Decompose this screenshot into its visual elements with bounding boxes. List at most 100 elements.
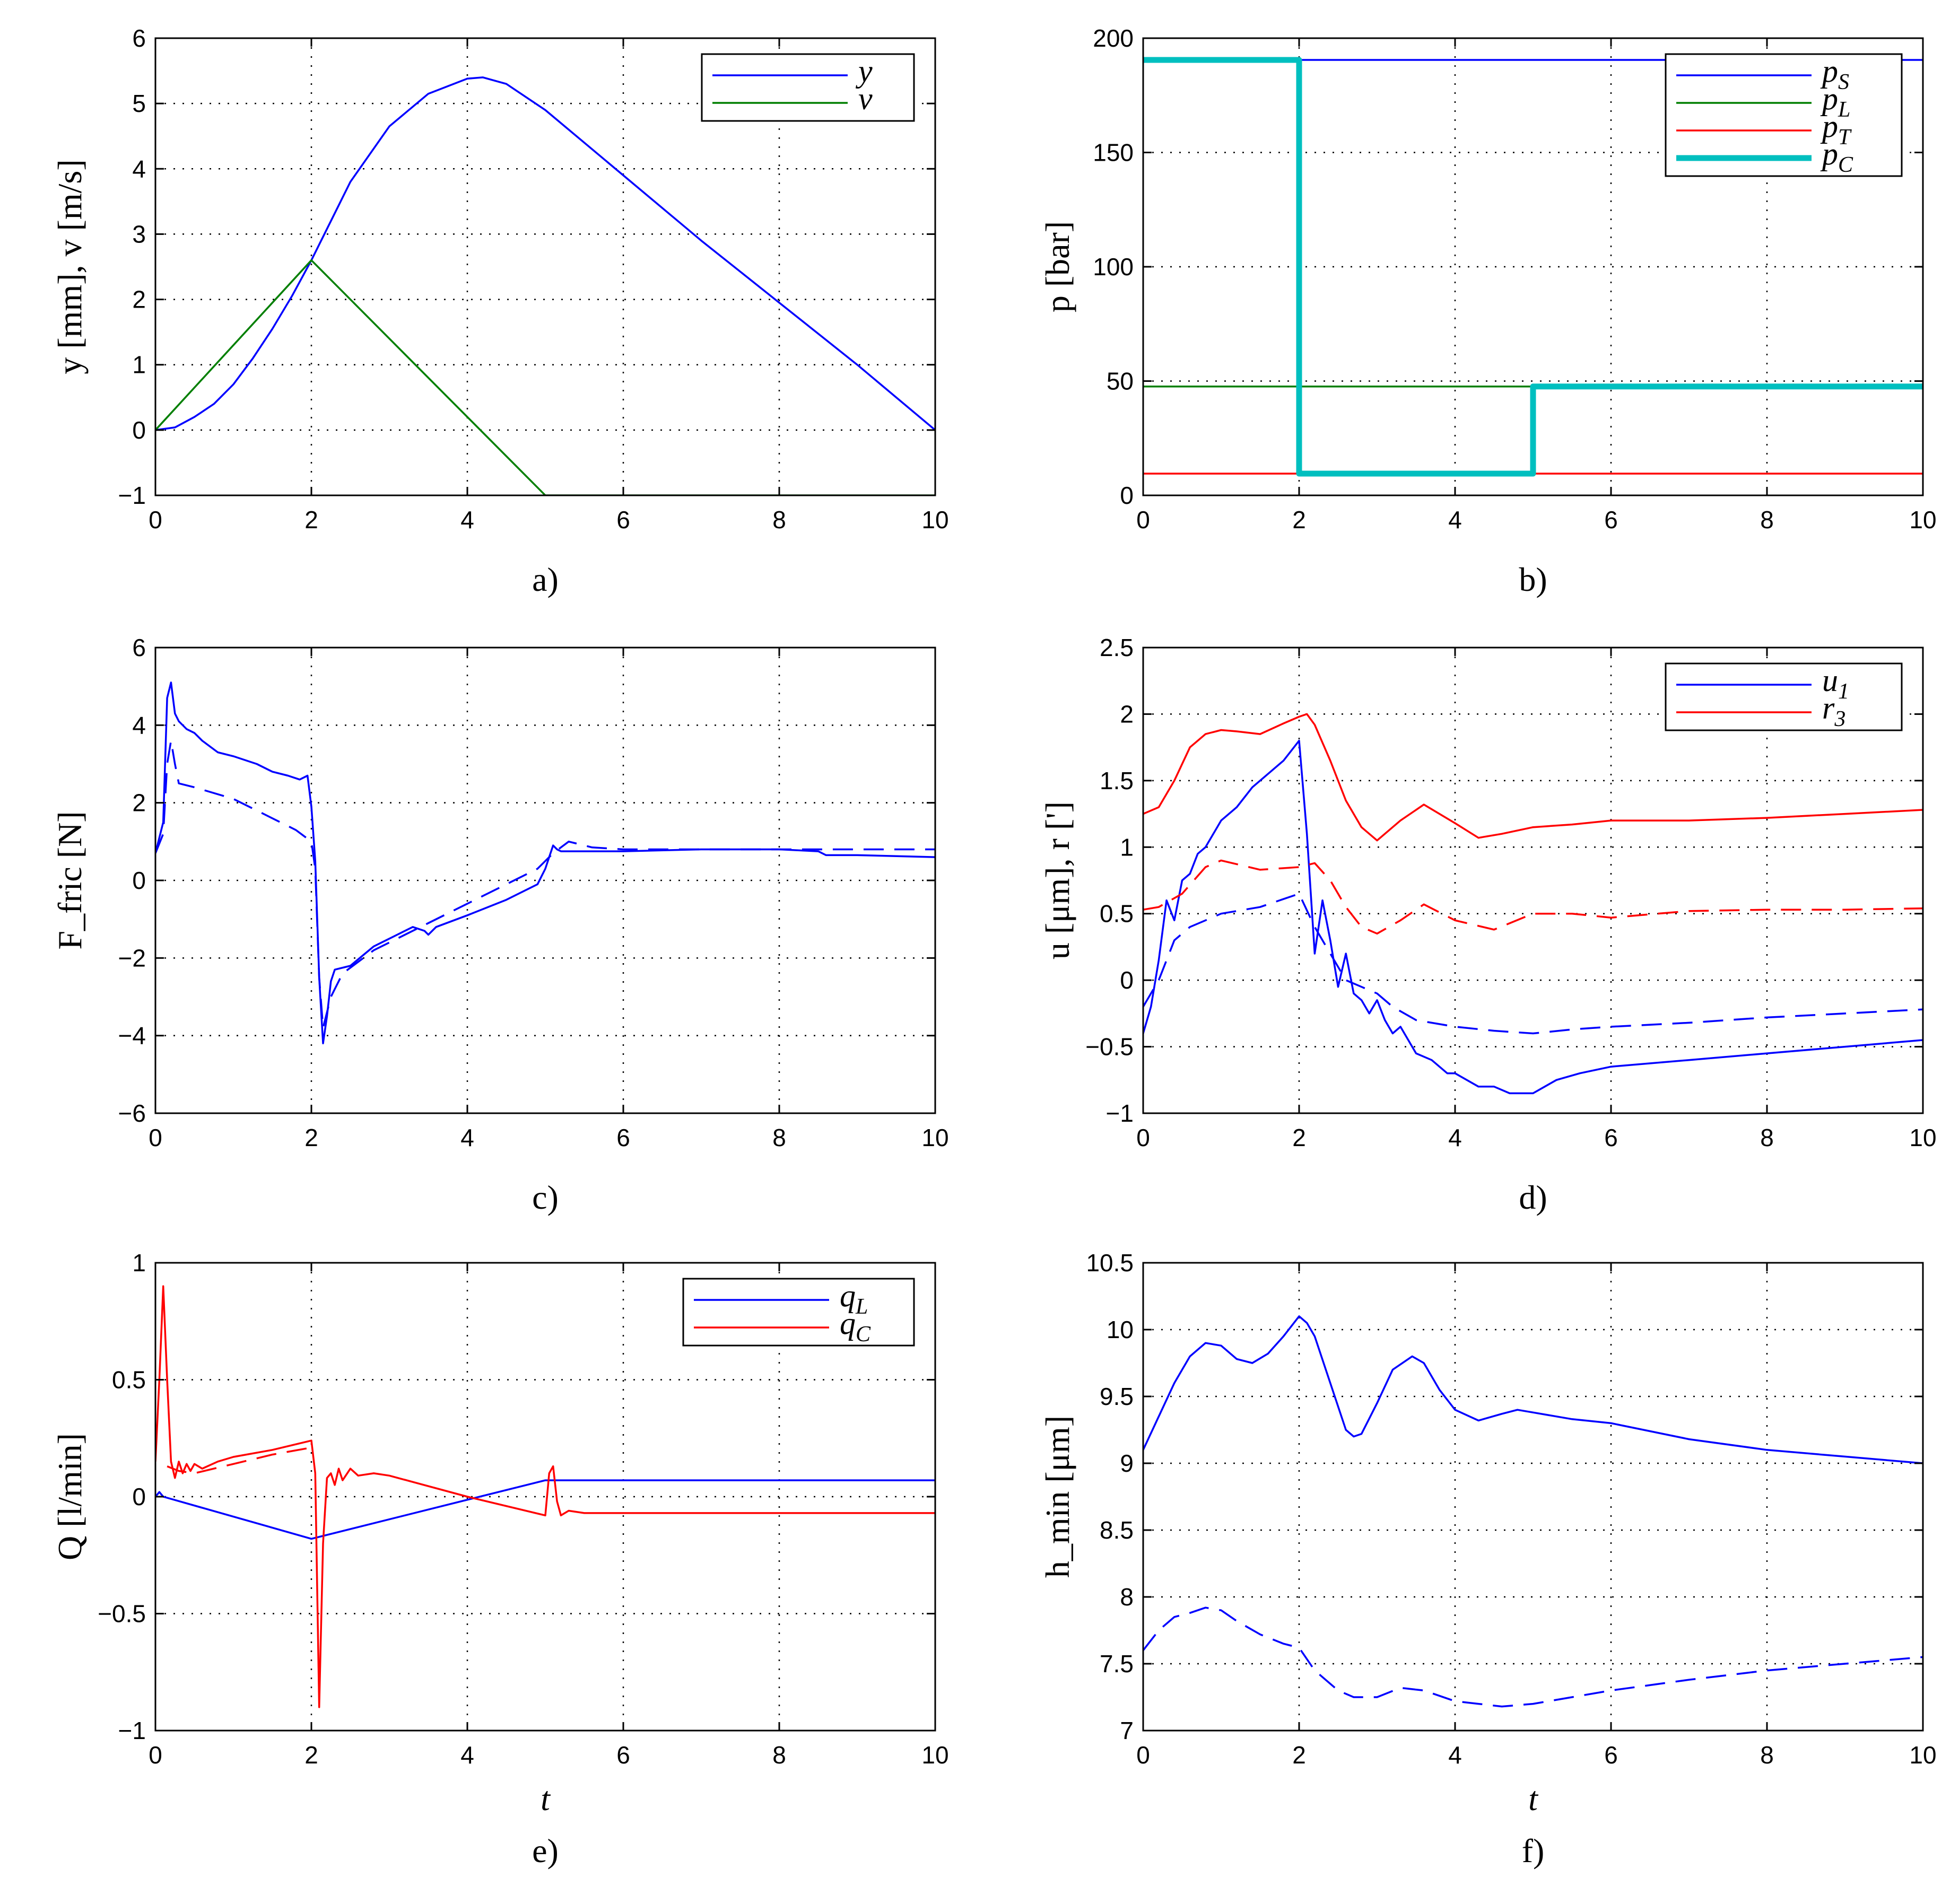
x-tick-label: 4 <box>1448 1741 1462 1769</box>
x-tick-label: 4 <box>1448 1124 1462 1151</box>
axes-frame <box>1142 647 1924 1114</box>
x-axis-label: t <box>541 1780 551 1818</box>
y-tick-label: −0.5 <box>98 1600 146 1628</box>
panel-caption: f) <box>1522 1832 1545 1870</box>
y-tick-label: 9.5 <box>1100 1383 1134 1410</box>
legend-box <box>701 53 915 122</box>
panel-caption: e) <box>532 1832 559 1870</box>
x-tick-label: 8 <box>772 1124 786 1151</box>
x-tick-label: 4 <box>460 1124 474 1151</box>
axes-frame <box>154 37 936 496</box>
x-tick-label: 2 <box>1292 1124 1306 1151</box>
y-tick-label: −1 <box>118 482 146 509</box>
y-tick-label: 0 <box>132 867 146 894</box>
y-axis-label: F_fric [N] <box>51 811 89 949</box>
x-tick-label: 10 <box>1909 506 1936 534</box>
y-tick-label: 1 <box>132 1249 146 1277</box>
series-line-e-2 <box>155 1285 935 1708</box>
y-tick-label: 7.5 <box>1100 1650 1134 1678</box>
plot-area <box>1143 1263 1923 1731</box>
series-line-b-4 <box>1143 57 1923 477</box>
legend-label: r3 <box>1822 691 1845 731</box>
x-tick-label: 0 <box>149 506 162 534</box>
y-tick-label: 0 <box>1120 482 1134 509</box>
x-tick-label: 0 <box>1136 1124 1150 1151</box>
chart-panel-d: 0 2 4 6 8 10 −1 −0.5 0 0.5 1 1.5 2 2.5 u [μm], r ['] d)… <box>1039 634 1937 1216</box>
y-tick-label: −4 <box>118 1022 146 1050</box>
x-tick-label: 0 <box>1136 1741 1150 1769</box>
panel-caption: b) <box>1519 561 1547 598</box>
series-line-f-1 <box>1143 1315 1923 1464</box>
y-tick-label: 5 <box>132 90 146 117</box>
y-tick-label: −6 <box>118 1099 146 1127</box>
y-tick-label: 0 <box>132 1483 146 1510</box>
x-tick-label: 2 <box>304 1124 318 1151</box>
y-tick-label: 50 <box>1107 368 1134 395</box>
y-tick-label: 8.5 <box>1100 1516 1134 1544</box>
x-tick-label: 6 <box>616 1124 630 1151</box>
legend-label: pL <box>1820 81 1850 122</box>
x-tick-label: 8 <box>772 506 786 534</box>
legend-label: pS <box>1820 54 1849 94</box>
plot-area <box>155 648 935 1113</box>
y-tick-label: 4 <box>132 155 146 182</box>
legend-label: qC <box>840 1306 871 1347</box>
y-tick-label: 2 <box>132 789 146 817</box>
x-tick-label: 8 <box>1760 1124 1774 1151</box>
x-tick-label: 0 <box>149 1124 162 1151</box>
x-tick-label: 8 <box>1760 1741 1774 1769</box>
y-axis-label: u [μm], r ['] <box>1039 801 1076 959</box>
y-axis-label: h_min [μm] <box>1039 1416 1076 1578</box>
y-tick-label: 0 <box>132 416 146 444</box>
y-tick-label: 7 <box>1120 1717 1134 1744</box>
series-line-a-2 <box>155 259 935 495</box>
legend-label: qL <box>840 1278 868 1319</box>
y-tick-label: 1 <box>1120 833 1134 861</box>
series-line-d-2 <box>1143 713 1923 842</box>
y-tick-label: 1 <box>132 351 146 379</box>
legend-box <box>682 1278 915 1347</box>
x-axis-label: t <box>1528 1780 1539 1818</box>
chart-panel-f: 0 2 4 6 8 10 7 7.5 8 8.5 9 9.5 10 10.5 h_min [μm] t f) <box>1039 1249 1937 1870</box>
x-tick-label: 2 <box>304 506 318 534</box>
series-line-d-4 <box>1143 859 1923 935</box>
legend: yv <box>701 53 915 122</box>
series-line-d-3 <box>1143 893 1923 1035</box>
series-line-c-1 <box>155 682 935 1045</box>
y-tick-label: −1 <box>1106 1099 1134 1127</box>
y-tick-label: 4 <box>132 711 146 739</box>
y-tick-label: −0.5 <box>1085 1033 1134 1061</box>
y-axis-label: y [mm], v [m/s] <box>51 159 89 374</box>
x-tick-label: 0 <box>1136 506 1150 534</box>
y-tick-label: 2.5 <box>1100 634 1134 661</box>
y-tick-label: 3 <box>132 220 146 248</box>
y-tick-label: 0.5 <box>1100 900 1134 928</box>
series-line-d-1 <box>1143 739 1923 1095</box>
y-tick-label: 2 <box>132 286 146 313</box>
x-tick-label: 8 <box>772 1741 786 1769</box>
y-tick-label: 6 <box>132 24 146 52</box>
panel-caption: a) <box>532 561 559 598</box>
legend-label: y <box>855 54 873 89</box>
y-tick-label: 10.5 <box>1086 1249 1134 1277</box>
x-tick-label: 8 <box>1760 506 1774 534</box>
x-tick-label: 4 <box>460 1741 474 1769</box>
x-tick-label: 4 <box>1448 506 1462 534</box>
y-tick-label: 150 <box>1093 139 1134 167</box>
y-tick-label: 10 <box>1107 1316 1134 1343</box>
x-tick-label: 10 <box>921 1124 948 1151</box>
y-tick-label: −2 <box>118 944 146 972</box>
x-tick-label: 6 <box>1604 1741 1618 1769</box>
series-line-a-1 <box>155 76 935 431</box>
series-line-e-1 <box>155 1479 935 1540</box>
x-tick-label: 10 <box>1909 1124 1936 1151</box>
legend-label: v <box>858 81 873 116</box>
y-tick-label: 9 <box>1120 1449 1134 1477</box>
x-tick-label: 10 <box>1909 1741 1936 1769</box>
x-tick-label: 2 <box>1292 1741 1306 1769</box>
x-tick-label: 10 <box>921 1741 948 1769</box>
